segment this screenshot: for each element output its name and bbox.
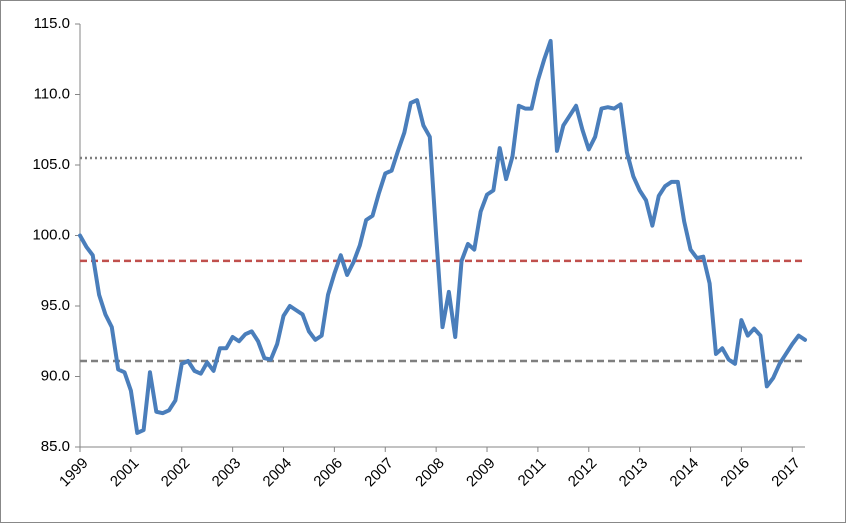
y-tick-label: 85.0 — [41, 438, 70, 455]
y-tick-label: 95.0 — [41, 297, 70, 314]
y-tick-label: 105.0 — [32, 156, 70, 173]
y-tick-label: 115.0 — [34, 15, 70, 32]
data-line — [78, 38, 807, 435]
y-tick-label: 90.0 — [41, 367, 70, 384]
y-tick-label: 100.0 — [32, 226, 70, 243]
y-tick-label: 110.0 — [34, 85, 70, 102]
